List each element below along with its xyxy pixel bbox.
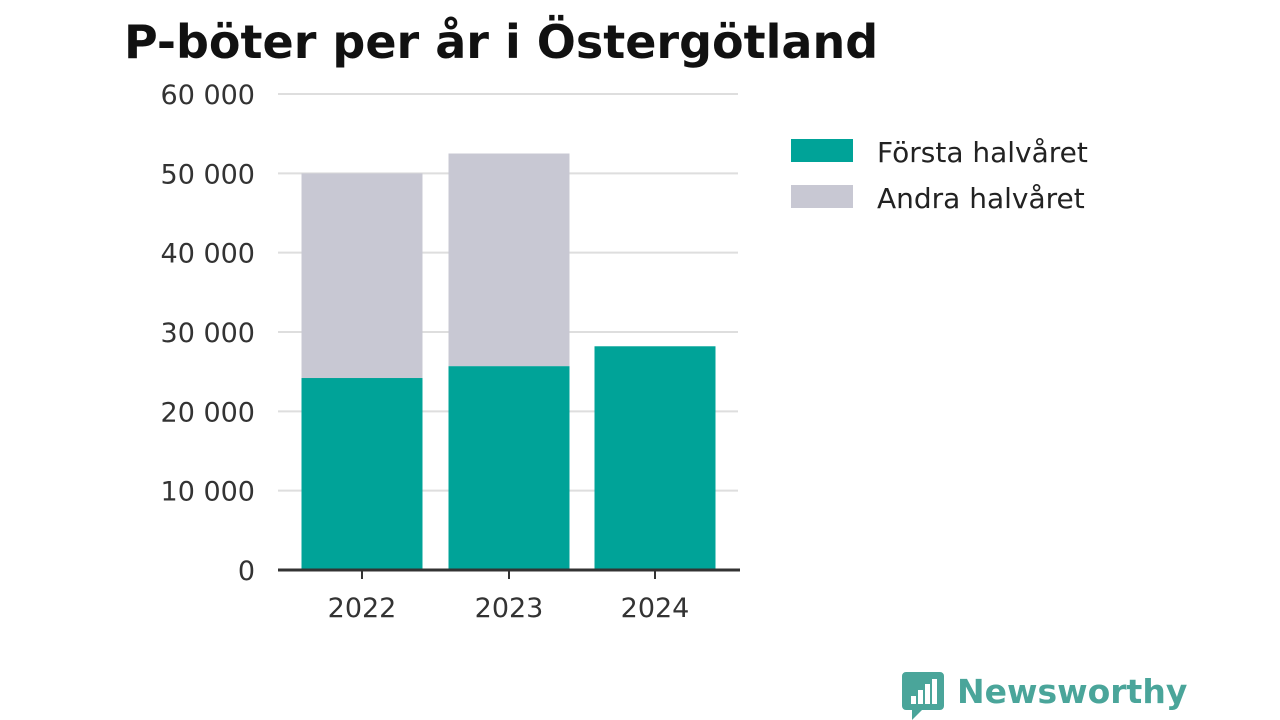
bar-first-half: [594, 346, 716, 570]
bar-first-half: [301, 378, 423, 570]
bars: [301, 153, 716, 570]
legend-swatch: [791, 185, 853, 208]
icon-bar: [911, 696, 916, 704]
y-tick-label: 50 000: [161, 159, 255, 190]
axes: 0 10 000 20 000 30 000 40 000 50 000 60 000 202…: [161, 80, 740, 624]
y-tick-label: 20 000: [161, 397, 255, 428]
bar-first-half: [448, 366, 570, 570]
brand-name: Newsworthy: [957, 672, 1187, 711]
icon-bar: [932, 679, 937, 704]
legend-label: Första halvåret: [877, 136, 1088, 169]
legend: Första halvåret Andra halvåret: [791, 136, 1088, 215]
y-tick-label: 60 000: [161, 80, 255, 111]
y-tick-label: 0: [238, 556, 255, 587]
y-tick-label: 10 000: [161, 477, 255, 508]
bar-second-half: [301, 173, 423, 379]
y-tick-label: 40 000: [161, 239, 255, 270]
x-tick-label: 2022: [328, 593, 397, 624]
y-tick-label: 30 000: [161, 318, 255, 349]
chart-title: P-böter per år i Östergötland: [124, 15, 878, 69]
icon-bar: [925, 684, 930, 704]
legend-label: Andra halvåret: [877, 182, 1085, 215]
newsworthy-icon: [902, 672, 944, 720]
bar-second-half: [448, 153, 570, 367]
legend-swatch: [791, 139, 853, 162]
x-tick-label: 2024: [621, 593, 690, 624]
x-tick-label: 2023: [475, 593, 544, 624]
icon-bar: [918, 690, 923, 704]
brand-logo: Newsworthy: [902, 672, 1187, 720]
